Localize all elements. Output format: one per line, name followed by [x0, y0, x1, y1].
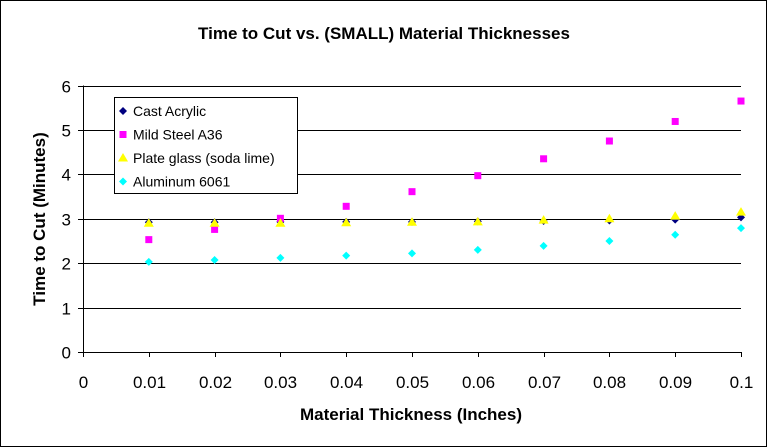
legend-marker — [119, 131, 127, 138]
legend-label: Plate glass (soda lime) — [133, 150, 275, 166]
series-plate-glass-soda-lime — [143, 207, 746, 227]
x-tick-label: 0.06 — [462, 373, 495, 392]
legend-label: Mild Steel A36 — [133, 127, 223, 143]
legend-label: Cast Acrylic — [133, 103, 206, 119]
y-tick-labels: 0 1 2 3 4 5 6 — [62, 78, 71, 363]
y-tick-label: 4 — [62, 166, 71, 185]
data-point — [143, 218, 154, 227]
x-tick-labels: 0 0.01 0.02 0.03 0.04 0.05 0.06 0.07 0.08 0.09 0.1 — [79, 373, 754, 392]
data-point — [276, 253, 285, 262]
legend-marker — [119, 177, 127, 186]
data-point — [539, 241, 548, 250]
x-tick-label: 0.04 — [330, 373, 363, 392]
legend-item: Cast Acrylic — [119, 103, 206, 119]
legend-item: Aluminum 6061 — [119, 174, 230, 190]
x-tick-label: 0.07 — [528, 373, 561, 392]
data-point — [342, 202, 350, 210]
x-tick-label: 0 — [79, 373, 88, 392]
legend-marker — [119, 107, 127, 115]
data-point — [145, 236, 153, 244]
data-point — [342, 251, 351, 260]
data-point — [474, 172, 482, 180]
legend-item: Plate glass (soda lime) — [118, 150, 275, 166]
data-points — [143, 97, 746, 266]
legend-marker — [118, 153, 128, 162]
y-axis-label: Time to Cut (Minutes) — [30, 132, 49, 305]
y-tick-label: 1 — [62, 300, 71, 319]
data-point — [538, 215, 549, 224]
legend: Cast Acrylic Mild Steel A36 Plate glass (s… — [114, 97, 298, 194]
data-point — [275, 218, 286, 227]
legend-box — [114, 97, 298, 194]
y-tick-label: 0 — [62, 344, 71, 363]
x-axis-label: Material Thickness (Inches) — [300, 405, 522, 424]
data-point — [605, 236, 614, 245]
data-point — [144, 257, 153, 266]
x-tick-label: 0.03 — [264, 373, 297, 392]
x-tick-label: 0.05 — [396, 373, 429, 392]
data-point — [407, 217, 417, 226]
x-tick-label: 0.09 — [659, 373, 692, 392]
data-point — [736, 207, 746, 216]
data-point — [737, 224, 745, 233]
data-point — [341, 217, 352, 227]
data-point — [473, 245, 482, 254]
data-point — [408, 188, 416, 196]
data-point — [670, 211, 681, 220]
data-point — [671, 117, 679, 125]
legend-label: Aluminum 6061 — [133, 174, 230, 190]
y-tick-label: 6 — [62, 78, 71, 97]
data-point — [671, 230, 680, 239]
data-point — [605, 137, 613, 145]
x-tick-label: 0.08 — [593, 373, 626, 392]
y-tick-label: 3 — [62, 211, 71, 230]
data-point — [737, 97, 745, 105]
data-point — [408, 249, 416, 258]
y-tick-label: 2 — [62, 255, 71, 274]
axes — [78, 85, 742, 357]
data-point — [209, 218, 220, 227]
data-point — [604, 213, 615, 223]
data-point — [472, 216, 483, 226]
x-tick-label: 0.01 — [133, 373, 166, 392]
data-point — [210, 256, 219, 265]
chart-title: Time to Cut vs. (SMALL) Material Thickne… — [198, 24, 570, 43]
y-tick-label: 5 — [62, 122, 71, 141]
series-aluminum-6061 — [144, 224, 745, 266]
data-point — [540, 155, 548, 163]
data-point — [211, 225, 219, 233]
x-tick-label: 0.02 — [199, 373, 232, 392]
x-tick-label: 0.1 — [730, 373, 754, 392]
legend-item: Mild Steel A36 — [119, 127, 223, 143]
